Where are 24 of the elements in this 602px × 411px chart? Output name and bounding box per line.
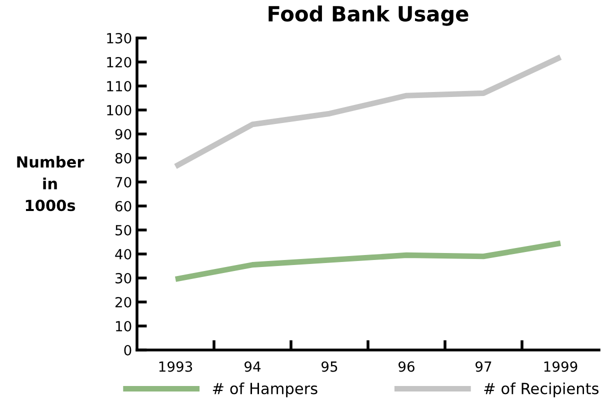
y-tick-label: 20 [115, 296, 132, 308]
legend-label: # of Recipients [484, 382, 599, 398]
y-tick-label: 60 [115, 200, 132, 212]
x-tick-label: 94 [244, 361, 261, 372]
y-tick-label: 90 [115, 128, 132, 140]
y-tick-label: 80 [115, 152, 132, 164]
x-tick-label: 96 [398, 361, 414, 372]
y-tick-label: 100 [107, 104, 132, 116]
chart-title: Food Bank Usage [268, 6, 468, 26]
x-tick-label: 95 [322, 361, 338, 372]
y-tick-label: 120 [107, 56, 132, 68]
y-tick-label: 70 [116, 176, 132, 188]
y-axis-title: Number in 1000s [17, 156, 84, 212]
y-tick-label: 10 [116, 320, 132, 332]
y-tick-label: 130 [107, 32, 132, 44]
x-tick-label: 1999 [544, 361, 578, 372]
y-tick-label: 50 [116, 224, 132, 236]
y-tick-label: 40 [115, 248, 132, 260]
y-tick-label: 30 [116, 272, 132, 284]
x-tick-label: 97 [476, 361, 492, 372]
y-tick-label: 110 [107, 80, 132, 92]
y-tick-label: 0 [124, 344, 132, 356]
x-tick-label: 1993 [159, 361, 192, 372]
legend-label: # of Hampers [212, 382, 318, 398]
